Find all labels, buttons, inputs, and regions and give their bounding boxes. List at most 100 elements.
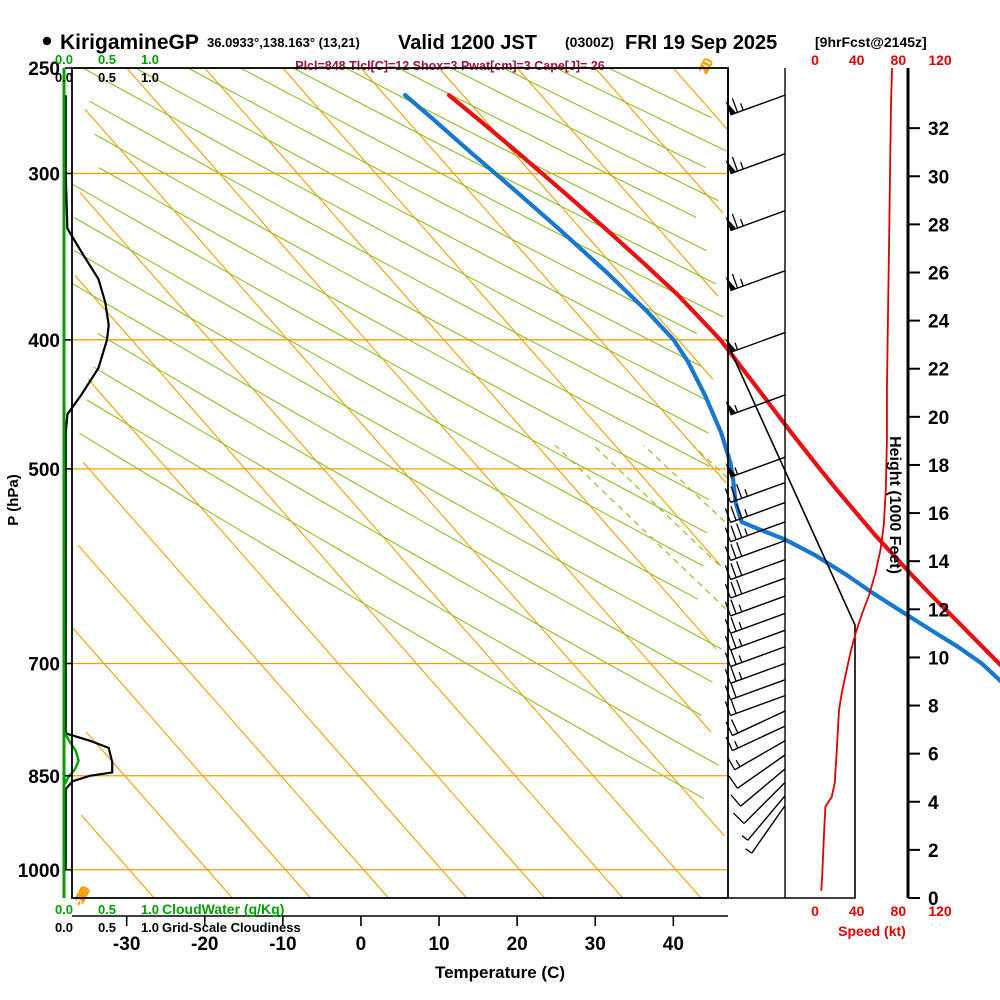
height-tick-label: 20 [928,408,949,429]
cloud-scale-tick: 0.5 [98,902,116,917]
wind-barb [728,754,786,789]
dry-adiabat-grid [72,67,727,799]
wind-barb [724,646,786,668]
cloudwater-curve [63,732,80,785]
station-bullet-icon [42,36,52,46]
pressure-tick-label: 400 [28,331,60,352]
cloudwater-scale-bottom: 0.0 0.5 1.0 [55,902,159,917]
station-name: KirigamineGP [60,31,199,54]
cloudwater-scale-top: 0.0 0.5 1.0 [55,52,159,67]
sounding-profile-curves [403,93,1000,684]
pressure-tick-label: 700 [28,654,60,675]
wind-barb [724,577,786,599]
height-tick-label: 12 [928,600,949,621]
pressure-axis: 250 300 400 500 700 850 1000 [18,59,72,882]
wind-barb [725,270,786,292]
wind-barb [745,805,786,854]
wind-barb [725,153,786,175]
isobar-grid [72,67,728,871]
wind-barb [730,768,786,807]
temperature-axis: -30 -20 -10 0 10 20 30 40 [72,915,728,955]
isotherm-label: 10 [695,55,717,76]
wind-barb [724,559,786,581]
speed-tick-label: 80 [891,52,907,68]
temperature-curve [446,93,1000,668]
temperature-tick-label: -20 [191,934,218,955]
cloud-scale-tick: 1.0 [141,52,159,67]
cloudiness-curve [64,95,114,870]
speed-tick-label: 80 [891,903,907,919]
wind-barb [724,521,786,543]
wind-barbs [724,94,786,854]
height-tick-label: 32 [928,119,949,140]
cloud-profile-curves [63,95,114,870]
cloud-scale-tick: 0.5 [98,920,116,935]
temperature-tick-label: 40 [663,934,684,955]
wind-barb [724,662,786,684]
isotherm-label: 20 [695,55,717,76]
temperature-tick-label: 30 [585,934,606,955]
speed-tick-label: 120 [928,903,952,919]
height-tick-label: 8 [928,697,939,718]
pressure-tick-label: 300 [28,164,60,185]
wind-barb [724,539,786,562]
height-tick-label: 22 [928,360,949,381]
wind-barb [724,612,786,634]
wind-barb [725,331,786,354]
temperature-tick-label: 20 [507,934,528,955]
cloud-scale-tick: 0.5 [98,52,116,67]
temperature-tick-label: 10 [428,934,449,955]
mixing-ratio-grid [554,444,728,610]
wind-barb [741,795,786,841]
station-coordinates: 36.0933°,138.163° (13,21) [207,35,360,50]
height-tick-label: 28 [928,215,949,236]
isotherm-label: -30 [70,883,94,909]
height-tick-label: 14 [928,552,950,573]
wind-barb [725,394,786,416]
wind-barb [724,595,786,617]
temperature-tick-label: 0 [356,934,367,955]
height-axis-label: Height (1000 Feet) [886,436,903,574]
pressure-tick-label: 500 [28,460,60,481]
speed-scale-bottom: 0 40 80 120 [811,903,952,919]
speed-tick-label: 0 [811,903,819,919]
cloud-scale-tick: 1.0 [141,902,159,917]
valid-time-utc: (0300Z) [565,34,614,50]
dewpoint-curve [403,93,1000,684]
speed-axis-label: Speed (kt) [838,923,906,939]
wind-barb [725,710,786,737]
pressure-tick-label: 1000 [18,861,60,882]
cloud-scale-tick: 1.0 [141,920,159,935]
height-tick-label: 2 [928,841,939,862]
cloud-scale-tick: 0.0 [55,902,73,917]
height-tick-label: 10 [928,648,949,669]
height-tick-label: 24 [928,312,950,333]
valid-time-label: Valid 1200 JST [398,32,537,54]
cloudiness-axis-label: Grid-Scale Cloudiness [162,920,301,935]
isotherm-label: 10 [71,885,93,906]
height-tick-label: 0 [928,889,939,910]
height-tick-label: 6 [928,745,939,766]
pressure-tick-label: 250 [28,59,60,80]
cloudwater-axis-label: CloudWater (g/Kg) [162,901,284,917]
temperature-axis-label: Temperature (C) [435,963,565,982]
cloudiness-scale-top: 0.0 0.5 1.0 [55,70,159,85]
wind-barb [725,456,786,478]
wind-barb [724,629,786,651]
header: KirigamineGP 36.0933°,138.163° (13,21) V… [42,31,927,54]
height-tick-label: 4 [928,793,939,814]
isotherm-grid [72,67,729,899]
wind-barb [725,94,786,116]
speed-tick-label: 0 [811,52,819,68]
wind-barb [725,210,786,232]
wind-barb [724,501,786,524]
wind-barb [724,694,786,717]
speed-tick-label: 40 [849,903,865,919]
forecast-stamp: [9hrFcst@2145z] [815,34,927,50]
wind-barb [724,481,786,504]
height-tick-label: 26 [928,263,949,284]
cloud-scale-tick: 0.0 [55,52,73,67]
height-tick-label: 30 [928,167,949,188]
